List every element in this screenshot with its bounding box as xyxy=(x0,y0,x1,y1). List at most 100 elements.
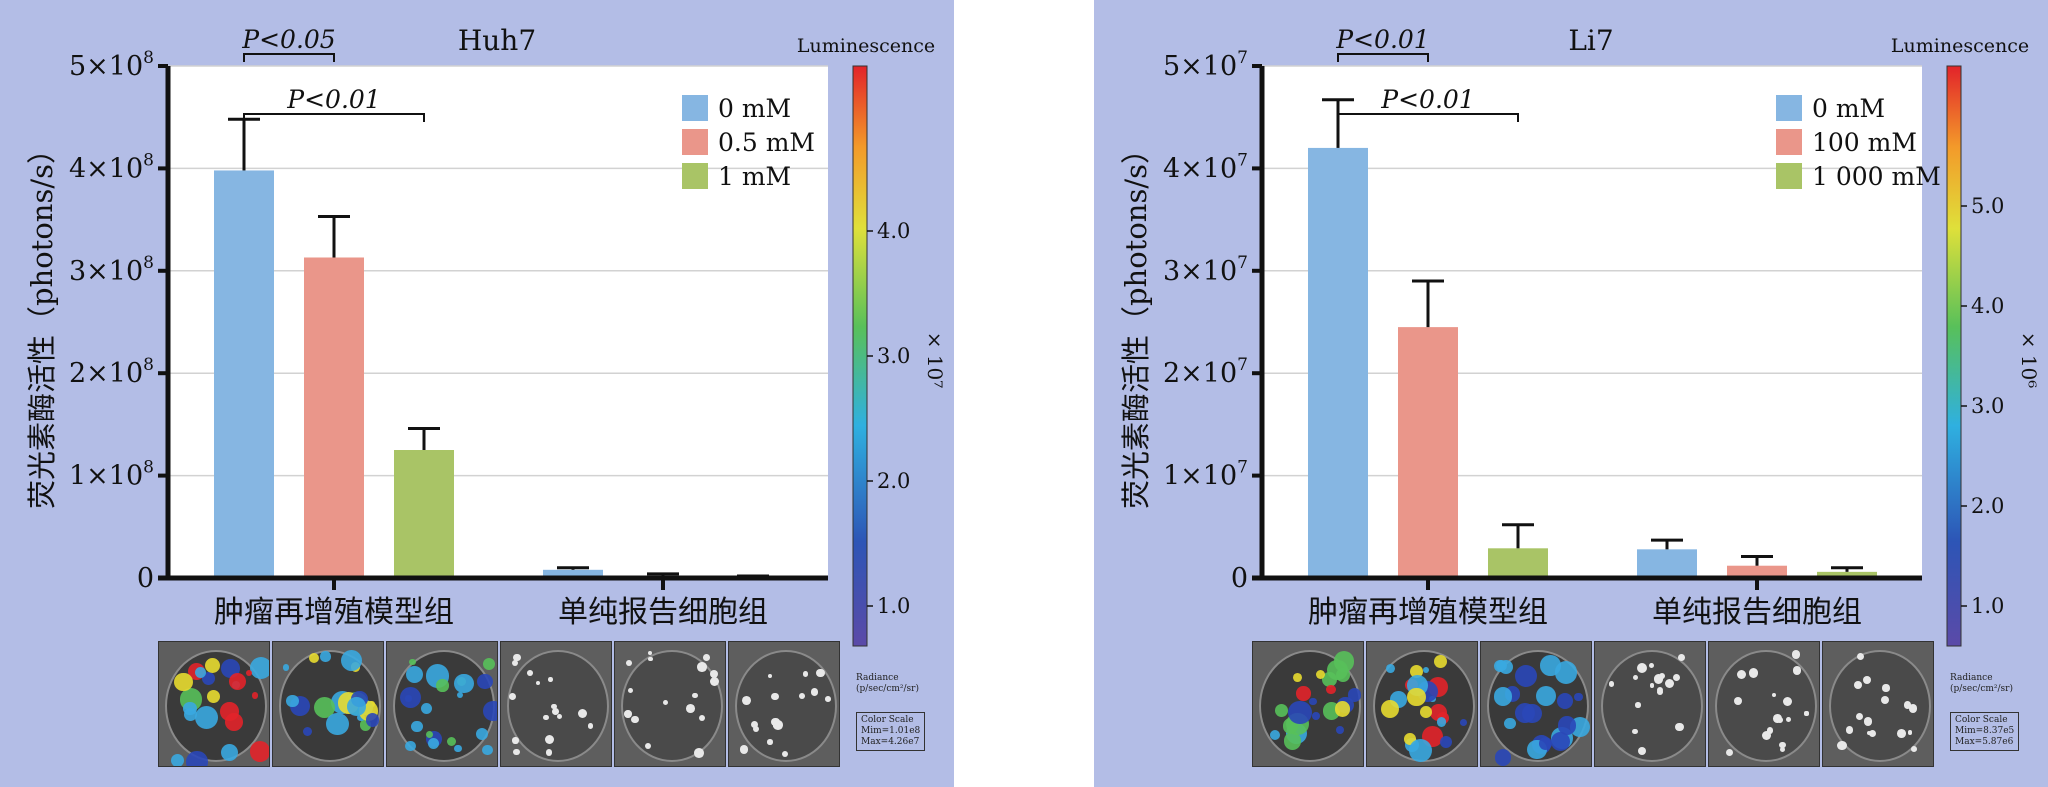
cell-spot xyxy=(703,654,711,661)
cell-spot xyxy=(1911,746,1917,753)
y-tick-exponent: 7 xyxy=(1237,458,1248,478)
cell-spot xyxy=(1608,681,1614,687)
signal-spot xyxy=(1326,684,1336,695)
signal-spot xyxy=(313,696,335,718)
huh7-panel: 0 1×108 2×108 3×108 4×108 5×108 肿瘤再增殖模型组 单纯报告细胞… xyxy=(0,0,954,787)
cell-spot xyxy=(1632,728,1638,734)
cell-spot xyxy=(1632,674,1639,680)
y-tick-exponent: 8 xyxy=(143,48,154,68)
signal-spot xyxy=(425,730,433,739)
cell-spot xyxy=(1908,703,1918,713)
cell-spot xyxy=(509,692,517,700)
signal-spot xyxy=(1504,717,1516,729)
well-image xyxy=(1708,641,1820,767)
significance-bracket xyxy=(243,53,335,62)
cell-spot xyxy=(1880,695,1889,704)
radiance-label: Radiance (p/sec/cm²/sr) xyxy=(1950,673,2013,694)
colorbar-tick-label: 4.0 xyxy=(1971,294,2004,318)
cell-spot xyxy=(1766,726,1774,734)
cell-spot xyxy=(750,720,759,729)
signal-spot xyxy=(420,702,432,714)
cell-spot xyxy=(624,710,632,718)
cell-spot xyxy=(587,723,594,730)
signal-spot xyxy=(251,692,259,699)
bar xyxy=(1727,565,1787,578)
cell-spot xyxy=(1776,716,1783,723)
signal-spot xyxy=(1574,693,1583,702)
y-tick-base: 1×10 xyxy=(69,461,143,492)
signal-spot xyxy=(1270,730,1281,741)
chart-title: Li7 xyxy=(1568,24,1613,57)
signal-spot xyxy=(428,737,440,750)
cell-spot xyxy=(551,704,557,710)
cell-spot xyxy=(512,737,519,744)
y-tick-label: 0 xyxy=(137,563,154,594)
signal-spot xyxy=(1540,655,1561,676)
well-image xyxy=(272,641,384,767)
plot-area xyxy=(1262,66,1922,578)
signal-spot xyxy=(483,700,497,722)
y-tick-label: 1×108 xyxy=(69,458,154,492)
cell-spot xyxy=(1637,747,1646,756)
cell-spot xyxy=(781,750,789,757)
y-tick-exponent: 7 xyxy=(1237,355,1248,375)
well-image xyxy=(500,641,612,767)
cell-spot xyxy=(771,692,779,701)
legend-label: 0 mM xyxy=(1812,94,1885,123)
signal-spot xyxy=(1408,738,1433,763)
color-scale-box: Color Scale Mim=8.37e5 Max=5.87e6 xyxy=(1950,712,2020,751)
signal-spot xyxy=(202,672,216,686)
cell-spot xyxy=(631,715,639,723)
cell-spot xyxy=(1649,683,1655,689)
cell-spot xyxy=(1907,730,1913,735)
y-tick-exponent: 8 xyxy=(143,150,154,170)
legend-label: 0.5 mM xyxy=(718,128,815,157)
bar xyxy=(543,569,603,578)
signal-spot xyxy=(308,652,319,663)
colorbar-tick-label: 3.0 xyxy=(877,344,910,368)
colorbar-tick-label: 2.0 xyxy=(877,469,910,493)
signal-spot xyxy=(1296,686,1311,701)
y-axis-title: 荧光素酶活性（photons/s） xyxy=(25,135,59,509)
cell-spot xyxy=(767,739,773,745)
cell-spot xyxy=(1862,675,1871,684)
cell-spot xyxy=(545,749,553,756)
legend-swatch xyxy=(682,163,708,189)
cell-spot xyxy=(740,745,749,754)
signal-spot xyxy=(225,713,244,732)
well-image xyxy=(1480,641,1592,767)
signal-spot xyxy=(483,658,496,671)
bar xyxy=(1488,548,1548,578)
x-category-label: 单纯报告细胞组 xyxy=(558,595,768,630)
cell-spot xyxy=(512,748,520,756)
plot-area xyxy=(168,66,828,578)
signal-spot xyxy=(365,713,380,727)
cell-spot xyxy=(1853,680,1862,689)
cell-spot xyxy=(1726,748,1734,757)
signal-spot xyxy=(1288,701,1312,725)
signal-spot xyxy=(320,651,331,662)
y-tick-base: 3×10 xyxy=(69,256,143,287)
signal-spot xyxy=(1385,663,1395,673)
signal-spot xyxy=(447,737,457,747)
cell-spot xyxy=(647,650,653,656)
li7-panel: 0 1×107 2×107 3×107 4×107 5×107 肿瘤再增殖模型组 单纯报告细胞… xyxy=(1094,0,2048,787)
signal-spot xyxy=(228,672,247,690)
signal-spot xyxy=(454,744,462,753)
well-image xyxy=(728,641,840,767)
signal-spot xyxy=(436,679,449,692)
signal-spot xyxy=(1460,719,1468,727)
well-image xyxy=(1366,641,1478,767)
signal-spot xyxy=(457,692,464,699)
bar xyxy=(214,170,274,578)
cell-spot xyxy=(512,659,519,666)
colorbar-multiplier: × 10⁷ xyxy=(923,332,947,389)
signal-spot xyxy=(411,720,423,733)
y-tick-exponent: 7 xyxy=(1237,48,1248,68)
cell-spot xyxy=(1779,741,1786,749)
signal-spot xyxy=(482,744,494,756)
cell-spot xyxy=(1786,716,1792,722)
cell-spot xyxy=(1635,702,1641,708)
signal-spot xyxy=(1433,655,1447,668)
cell-spot xyxy=(513,653,521,662)
